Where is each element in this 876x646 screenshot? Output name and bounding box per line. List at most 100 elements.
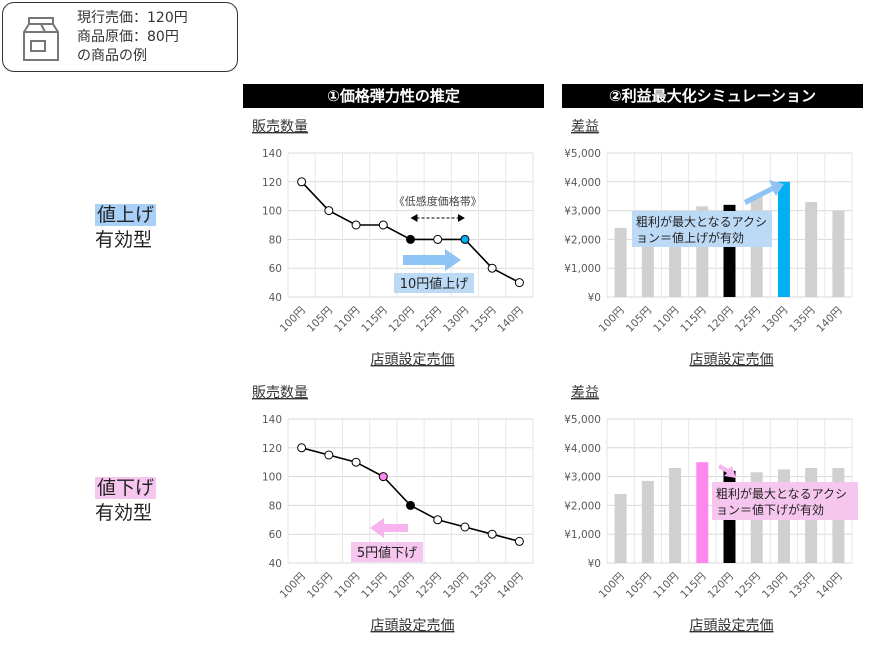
- annotation-label-bg: [351, 542, 423, 562]
- chart-title: 差益: [571, 119, 599, 135]
- data-point: [324, 450, 334, 460]
- x-tick-label: 120円: [706, 305, 736, 335]
- y-tick-label: ¥1,000: [564, 263, 601, 275]
- header-profit-simulation: ②利益最大化シミュレーション: [562, 84, 863, 108]
- bar: [669, 236, 682, 297]
- x-tick-label: 135円: [468, 571, 498, 601]
- y-tick-label: ¥0: [588, 292, 601, 304]
- y-tick-label: ¥5,000: [564, 148, 601, 160]
- row-label-raise-highlight: 値上げ: [95, 204, 157, 226]
- x-tick-label: 105円: [624, 571, 654, 601]
- y-tick-label: ¥3,000: [564, 206, 601, 218]
- x-tick-label: 110円: [651, 571, 681, 601]
- info-line-price: 現行売価：120円: [77, 10, 188, 26]
- x-tick-label: 125円: [733, 571, 763, 601]
- product-info-box: 現行売価：120円 商品原価：80円 の商品の例: [2, 2, 238, 72]
- data-point-current: [406, 500, 415, 510]
- x-tick-label: 105円: [305, 571, 335, 601]
- bar: [614, 493, 627, 563]
- x-tick-label: 110円: [651, 305, 681, 335]
- y-tick-label: 60: [269, 529, 282, 541]
- y-tick-label: ¥2,000: [564, 234, 601, 246]
- x-tick-label: 105円: [624, 305, 654, 335]
- data-point: [433, 515, 443, 525]
- x-axis-label: 店頭設定売価: [690, 352, 774, 368]
- x-tick-label: 110円: [332, 571, 362, 601]
- chart-sales-volume-lower: 販売数量406080100120140100円105円110円115円120円1…: [252, 385, 534, 634]
- x-axis-label: 店頭設定売価: [371, 618, 455, 634]
- data-point: [324, 206, 334, 216]
- x-tick-label: 140円: [814, 571, 844, 601]
- x-tick-label: 100円: [597, 305, 627, 335]
- arrow-left-icon: [370, 518, 408, 538]
- annotation-range-arrowhead-left: [410, 214, 418, 222]
- x-tick-label: 115円: [678, 571, 708, 601]
- series-line: [301, 447, 520, 543]
- y-tick-label: ¥3,000: [564, 472, 601, 484]
- bar: [641, 480, 654, 563]
- row-label-lower: 値下げ 有効型: [95, 476, 157, 526]
- data-point: [351, 220, 361, 230]
- x-tick-label: 120円: [387, 305, 417, 335]
- x-tick-label: 120円: [706, 571, 736, 601]
- annotation-lower-label: 5円値下げ: [357, 545, 417, 561]
- chart-sales-volume-raise: 販売数量406080100120140100円105円110円115円120円1…: [252, 119, 534, 368]
- x-tick-label: 140円: [495, 305, 525, 335]
- x-axis-label: 店頭設定売価: [690, 618, 774, 634]
- arrow-right-icon: [403, 249, 461, 271]
- row-label-raise: 値上げ 有効型: [95, 203, 157, 253]
- y-tick-label: 80: [269, 500, 282, 512]
- x-tick-label: 135円: [787, 305, 817, 335]
- arrow-up-left-icon: [718, 464, 736, 478]
- milk-carton-icon: [23, 17, 59, 61]
- data-point: [487, 263, 497, 273]
- x-tick-label: 105円: [305, 305, 335, 335]
- x-tick-label: 100円: [597, 571, 627, 601]
- y-tick-label: 40: [269, 558, 282, 570]
- y-tick-label: ¥4,000: [564, 443, 601, 455]
- data-point: [514, 278, 524, 288]
- row-label-raise-rest: 有効型: [95, 229, 153, 251]
- data-point: [297, 443, 307, 453]
- x-tick-label: 135円: [468, 305, 498, 335]
- x-tick-label: 110円: [332, 305, 362, 335]
- info-line-example: の商品の例: [77, 48, 147, 64]
- y-tick-label: 100: [262, 472, 282, 484]
- x-tick-label: 115円: [359, 305, 389, 335]
- y-tick-label: ¥1,000: [564, 529, 601, 541]
- x-tick-label: 125円: [414, 305, 444, 335]
- annotation-text-line2: ョン＝値下げが有効: [716, 502, 824, 517]
- chart-title: 販売数量: [252, 119, 308, 135]
- data-point: [433, 234, 443, 244]
- y-tick-label: ¥0: [588, 558, 601, 570]
- y-tick-label: 120: [262, 177, 282, 189]
- data-point-current: [406, 234, 415, 244]
- annotation-text-line1: 粗利が最大となるアクシ: [636, 214, 767, 229]
- x-tick-label: 130円: [760, 571, 790, 601]
- annotation-box-bg: [712, 482, 858, 520]
- data-point: [460, 522, 470, 532]
- chart-title: 販売数量: [252, 385, 308, 401]
- y-tick-label: 40: [269, 292, 282, 304]
- annotation-text-line2: ョン＝値上げが有効: [636, 230, 744, 245]
- data-point: [351, 457, 361, 467]
- annotation-raise-label: 10円値上げ: [400, 276, 469, 292]
- bar: [669, 467, 682, 563]
- bar-optimal: [696, 462, 709, 563]
- x-tick-label: 135円: [787, 571, 817, 601]
- x-tick-label: 130円: [441, 571, 471, 601]
- bar-optimal: [777, 181, 790, 297]
- x-tick-label: 140円: [814, 305, 844, 335]
- x-tick-label: 115円: [678, 305, 708, 335]
- annotation-range-arrowhead-right: [457, 214, 465, 222]
- y-tick-label: 100: [262, 206, 282, 218]
- y-tick-label: ¥2,000: [564, 500, 601, 512]
- x-tick-label: 130円: [760, 305, 790, 335]
- y-tick-label: 140: [262, 414, 282, 426]
- x-tick-label: 130円: [441, 305, 471, 335]
- bar: [641, 239, 654, 297]
- y-tick-label: 140: [262, 148, 282, 160]
- data-point: [378, 220, 388, 230]
- chart-margin-lower: 差益 ¥0 ¥1,000 ¥2,000 ¥3,000 ¥4,000 ¥5,000 100円10…: [564, 385, 858, 634]
- y-tick-label: 60: [269, 263, 282, 275]
